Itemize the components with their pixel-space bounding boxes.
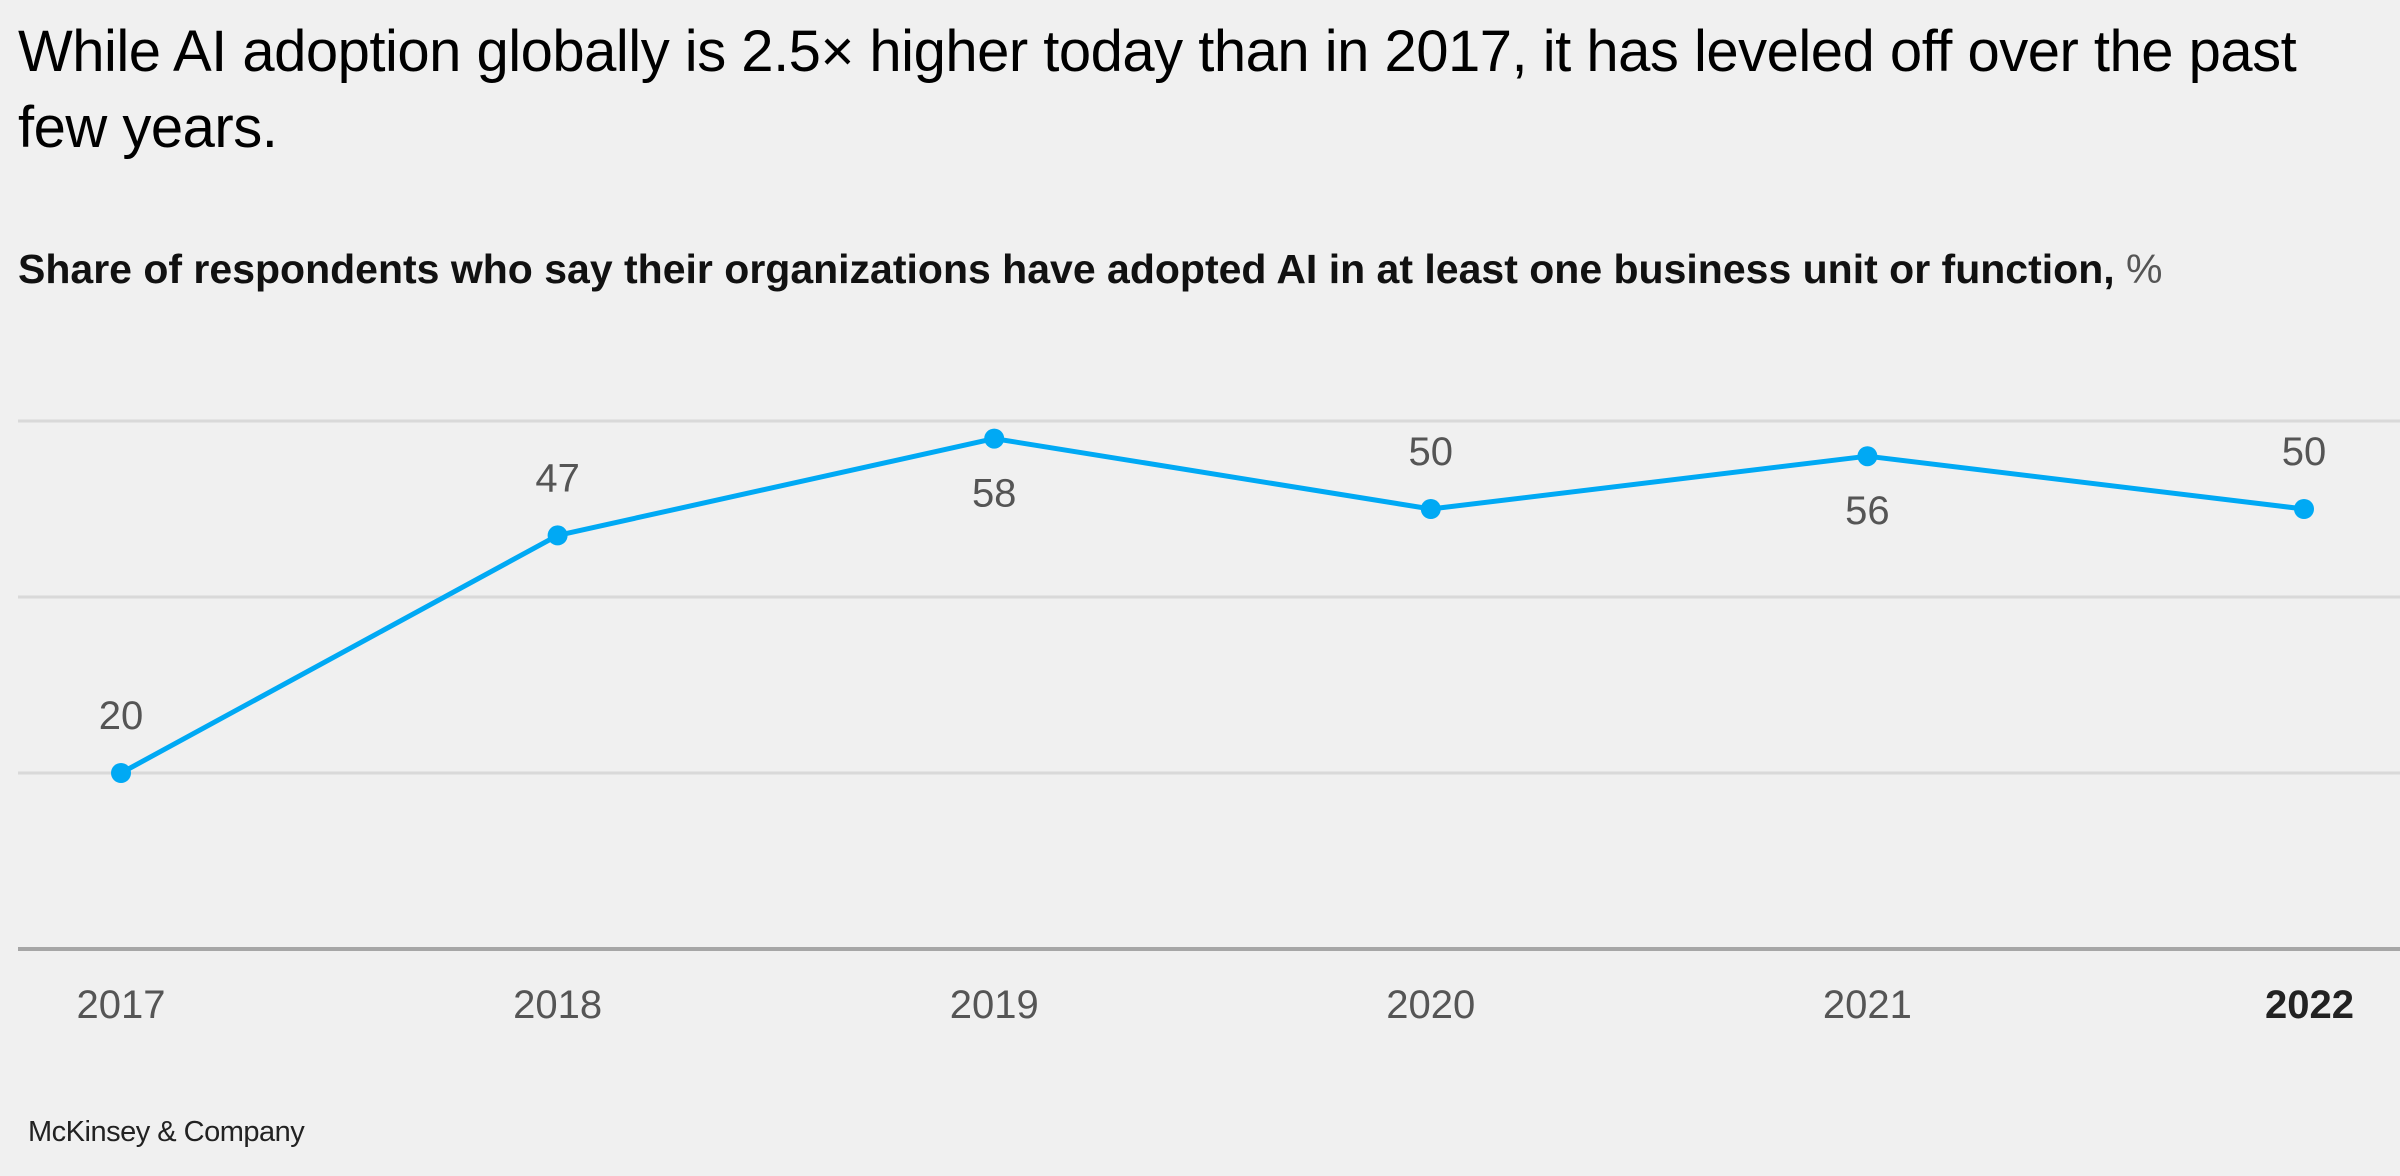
x-tick-label: 2020 (1386, 983, 1475, 1027)
data-point (111, 763, 131, 783)
subtitle-text: Share of respondents who say their organ… (18, 246, 2115, 292)
data-point (1420, 499, 1441, 519)
data-label: 47 (535, 456, 580, 500)
data-point (547, 525, 568, 546)
x-tick-label: 2021 (1823, 983, 1912, 1027)
x-tick-label: 2019 (950, 983, 1039, 1027)
data-label: 58 (972, 472, 1017, 516)
chart-title: While AI adoption globally is 2.5× highe… (18, 19, 2297, 160)
x-tick-label: 2022 (2265, 983, 2354, 1027)
data-label: 50 (1409, 430, 1454, 474)
data-label: 20 (99, 694, 144, 738)
data-point (2294, 499, 2314, 519)
subtitle-unit: % (2126, 246, 2163, 292)
series-line (119, 436, 2305, 776)
x-tick-label: 2017 (77, 983, 166, 1027)
data-point (1857, 446, 1878, 467)
data-label: 56 (1845, 489, 1890, 533)
data-point (984, 428, 1005, 449)
data-label: 50 (2282, 430, 2327, 474)
x-tick-label: 2018 (513, 983, 602, 1027)
source-logo: McKinsey & Company (28, 1116, 305, 1148)
chart-subtitle: Share of respondents who say their organ… (18, 244, 2318, 294)
